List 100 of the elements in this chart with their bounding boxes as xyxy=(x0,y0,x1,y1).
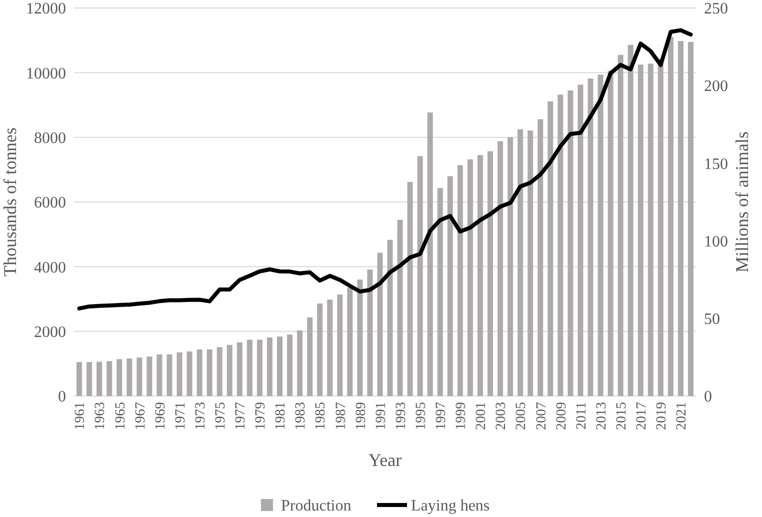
x-tick-label: 1991 xyxy=(374,402,389,430)
y2-tick-label: 50 xyxy=(704,311,720,328)
y2-axis-title: Millions of animals xyxy=(732,132,752,272)
x-tick-label: 1971 xyxy=(173,402,188,430)
bar xyxy=(477,155,483,396)
y-tick-label: 6000 xyxy=(34,194,66,212)
x-tick-label: 2007 xyxy=(534,402,550,430)
x-tick-label: 1965 xyxy=(113,402,128,430)
bar xyxy=(126,358,132,396)
y2-tick-label: 200 xyxy=(704,78,728,96)
bar xyxy=(96,362,102,396)
bar xyxy=(407,182,413,396)
y2-tick-label: 0 xyxy=(704,388,712,406)
x-tick-label: 2009 xyxy=(554,402,570,430)
bar xyxy=(327,300,333,396)
line-series xyxy=(77,28,693,310)
x-tick-label: 1993 xyxy=(394,402,409,430)
bar xyxy=(397,220,403,396)
x-tick-label: 2013 xyxy=(594,402,610,430)
bar xyxy=(578,84,584,396)
x-tick-label: 1983 xyxy=(294,402,309,430)
x-tick-label: 1987 xyxy=(334,402,349,430)
x-tick-label: 1981 xyxy=(274,402,289,430)
x-tick-label: 2021 xyxy=(674,402,690,430)
bar xyxy=(518,129,524,396)
x-tick-label: 2019 xyxy=(654,402,670,430)
bar xyxy=(146,356,152,396)
bar xyxy=(688,42,694,396)
x-tick-label: 1999 xyxy=(454,402,470,430)
bar xyxy=(467,159,473,396)
bar xyxy=(618,54,624,396)
bar xyxy=(186,351,192,396)
x-tick-label: 1985 xyxy=(314,402,329,430)
bar xyxy=(668,37,674,396)
bar xyxy=(196,349,202,396)
x-tick-label: 1961 xyxy=(73,402,88,430)
y-tick-label: 8000 xyxy=(34,130,66,147)
bar xyxy=(226,344,232,396)
bar xyxy=(86,362,92,396)
x-tick-label: 2003 xyxy=(494,402,510,430)
x-tick-label: 1989 xyxy=(354,402,369,430)
bar xyxy=(216,347,222,396)
y-tick-label: 10000 xyxy=(26,65,66,82)
y-tick-label: 4000 xyxy=(34,259,66,276)
bar xyxy=(106,361,112,396)
bar xyxy=(447,176,453,396)
bar xyxy=(377,252,383,396)
legend-label: Production xyxy=(281,498,352,515)
bar xyxy=(266,337,272,396)
x-tick-label: 2015 xyxy=(614,402,630,430)
bar xyxy=(588,78,594,396)
bar xyxy=(417,156,423,396)
bar xyxy=(487,151,494,396)
bar xyxy=(558,94,564,396)
bar xyxy=(347,288,353,396)
x-tick-label: 1975 xyxy=(214,402,228,430)
bar xyxy=(638,64,644,396)
x-tick-label: 1977 xyxy=(234,402,249,430)
bar xyxy=(337,294,343,396)
x-tick-label: 1967 xyxy=(133,402,148,430)
bar xyxy=(116,359,122,396)
bar xyxy=(297,330,303,396)
bar xyxy=(256,340,262,396)
y-axis-title: Thousands of tonnes xyxy=(0,128,20,276)
x-tick-label: 1979 xyxy=(254,402,269,430)
bar xyxy=(678,40,684,396)
bar xyxy=(528,130,534,396)
bar xyxy=(538,119,544,396)
bar xyxy=(317,304,323,396)
bar xyxy=(307,317,313,396)
x-tick-label: 1997 xyxy=(434,402,450,430)
bar xyxy=(648,64,654,396)
x-tick-label: 2005 xyxy=(514,402,530,430)
bar xyxy=(206,349,212,396)
bar xyxy=(136,358,142,396)
y-tick-label: 0 xyxy=(58,388,66,406)
bar xyxy=(658,58,664,396)
bar xyxy=(166,354,172,396)
x-tick-label: 1973 xyxy=(193,402,208,430)
bar xyxy=(457,165,463,396)
y2-tick-label: 100 xyxy=(704,233,728,250)
bar xyxy=(236,342,242,396)
x-tick-label: 2011 xyxy=(574,402,590,430)
bar xyxy=(427,112,433,396)
bar xyxy=(156,354,162,396)
bar xyxy=(608,70,614,396)
x-tick-label: 1963 xyxy=(93,402,108,430)
x-tick-label: 1995 xyxy=(414,402,429,430)
bar xyxy=(276,336,283,396)
bar xyxy=(568,90,574,396)
y2-tick-label: 150 xyxy=(704,156,728,173)
bar xyxy=(548,101,554,396)
bar xyxy=(246,340,252,396)
bar xyxy=(287,334,293,396)
bar xyxy=(598,74,604,396)
y-tick-label: 12000 xyxy=(26,0,66,18)
y-tick-label: 2000 xyxy=(34,324,66,341)
x-tick-label: 2001 xyxy=(474,402,490,430)
x-tick-label: 1969 xyxy=(153,402,168,430)
bar xyxy=(508,137,514,396)
